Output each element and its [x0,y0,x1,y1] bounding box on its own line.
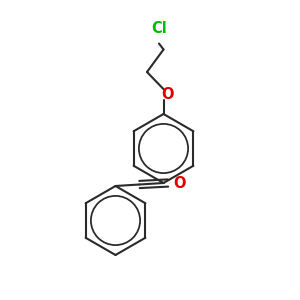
Text: O: O [173,176,185,190]
Text: Cl: Cl [151,21,167,36]
Text: O: O [161,87,173,102]
